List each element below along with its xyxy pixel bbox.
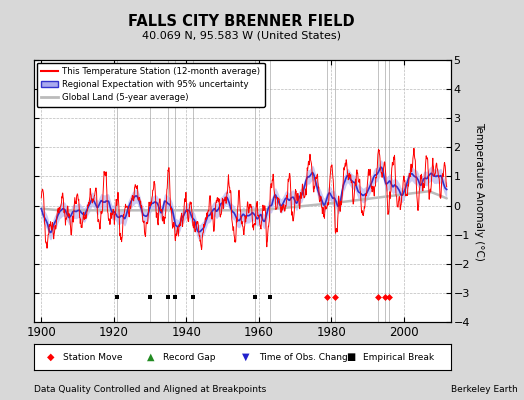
Text: ▼: ▼ (242, 352, 250, 362)
Text: Station Move: Station Move (63, 352, 123, 362)
Legend: This Temperature Station (12-month average), Regional Expectation with 95% uncer: This Temperature Station (12-month avera… (37, 62, 265, 107)
Y-axis label: Temperature Anomaly (°C): Temperature Anomaly (°C) (474, 122, 484, 260)
Text: Record Gap: Record Gap (163, 352, 216, 362)
Text: ◆: ◆ (47, 352, 54, 362)
Text: FALLS CITY BRENNER FIELD: FALLS CITY BRENNER FIELD (128, 14, 354, 30)
Text: Data Quality Controlled and Aligned at Breakpoints: Data Quality Controlled and Aligned at B… (34, 386, 266, 394)
Text: Time of Obs. Change: Time of Obs. Change (259, 352, 353, 362)
Text: Berkeley Earth: Berkeley Earth (451, 386, 517, 394)
Text: 40.069 N, 95.583 W (United States): 40.069 N, 95.583 W (United States) (141, 31, 341, 41)
Text: Empirical Break: Empirical Break (363, 352, 434, 362)
Text: ■: ■ (346, 352, 356, 362)
Text: ▲: ▲ (147, 352, 154, 362)
